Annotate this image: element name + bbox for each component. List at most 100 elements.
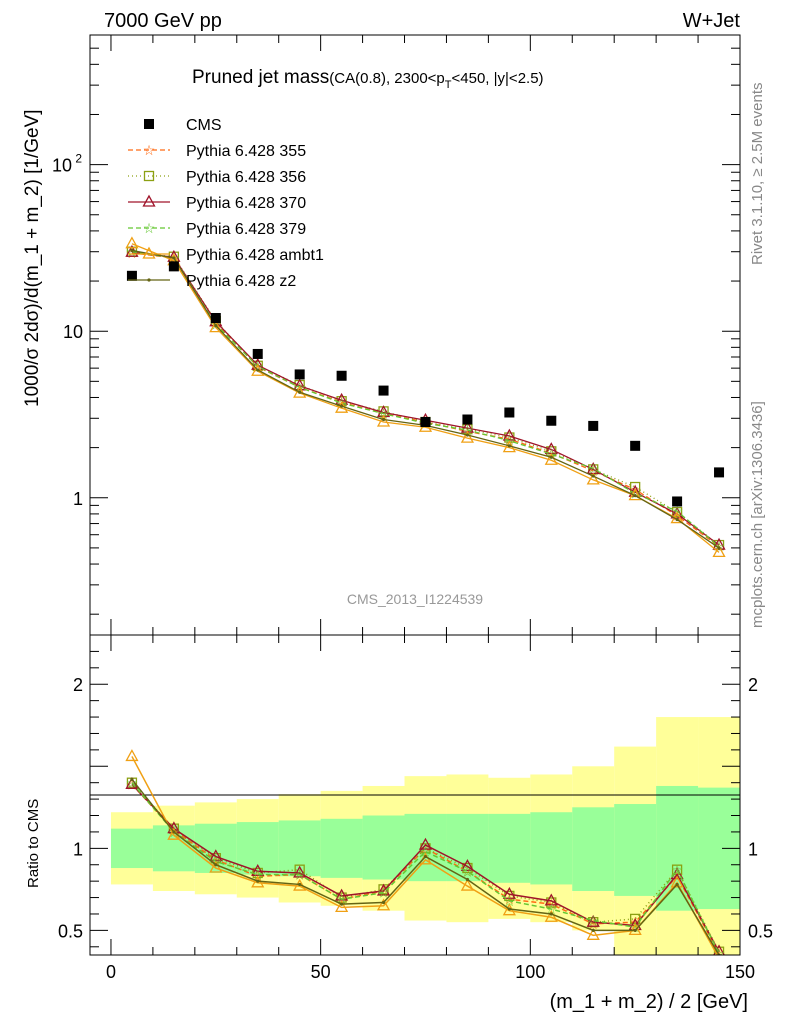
ratio-point-3: ☆: [293, 867, 306, 883]
ratio-point-4: [544, 909, 558, 922]
data-point: [546, 415, 557, 426]
y-tick-label-ratio-right: 2: [748, 675, 758, 695]
series-point-5: [172, 256, 176, 260]
ratio-point-5: [298, 882, 302, 887]
y-axis-title-main: 1000/σ 2dσ)/d(m_1 + m_2) [1/GeV]: [22, 109, 43, 407]
legend-marker-0: ☆: [143, 142, 156, 158]
series-point-5: [549, 455, 553, 459]
ratio-line-4: [131, 756, 719, 955]
series-point-5: [298, 390, 302, 394]
ratio-point-5: [507, 907, 511, 911]
series-point-4: [125, 236, 139, 249]
chart-title: Pruned jet mass(CA(0.8), 2300<pT<450, |y…: [192, 67, 544, 91]
series-point-5: [381, 417, 386, 422]
ratio-point-2: [502, 886, 516, 899]
legend-marker-2: [142, 194, 156, 207]
ratio-line-3: [131, 782, 720, 954]
uncertainty-band-green: [614, 804, 657, 896]
chart-title-main: Pruned jet mass: [192, 67, 329, 88]
analysis-id: CMS_2013_I1224539: [347, 591, 483, 607]
ratio-point-4: [125, 749, 139, 762]
ratio-point-5: [675, 882, 679, 887]
series-point-4: [293, 385, 307, 398]
series-point-4: [712, 545, 726, 558]
series-point-4: [209, 320, 223, 333]
process-label: W+Jet: [683, 10, 741, 32]
ratio-point-5: [130, 777, 134, 782]
ratio-point-3: ☆: [713, 945, 726, 961]
series-point-4: [376, 414, 391, 427]
legend-marker-3: ☆: [143, 220, 156, 236]
y-tick-label-ratio: 0.5: [58, 921, 83, 941]
y-tick-label-100: 10: [52, 156, 72, 176]
series-point-2: [502, 428, 516, 441]
x-tick-label: 50: [311, 962, 331, 982]
uncertainty-band-green: [110, 828, 153, 869]
x-tick-label: 0: [106, 962, 116, 982]
x-axis-title: (m_1 + m_2) / 2 [GeV]: [550, 991, 748, 1013]
ratio-point-2: [251, 863, 265, 876]
ratio-point-5: [214, 863, 218, 867]
data-point: [126, 270, 137, 281]
series-line-0: [131, 252, 720, 547]
ratio-point-2: [293, 865, 307, 878]
ratio-point-3: ☆: [671, 862, 684, 878]
main-panel: Pruned jet mass(CA(0.8), 2300<pT<450, |y…: [52, 34, 741, 636]
data-point: [462, 414, 473, 425]
ratio-point-5: [381, 900, 386, 905]
data-point: [336, 370, 347, 381]
legend-label-1: Pythia 6.428 356: [186, 169, 306, 186]
ratio-point-5: [340, 902, 344, 906]
series-point-2: [335, 392, 349, 405]
x-tick-label: 100: [515, 962, 545, 982]
data-point: [672, 496, 683, 507]
legend-cms-marker: [144, 119, 154, 129]
series-point-0: ☆: [126, 245, 139, 261]
series-point-5: [130, 248, 134, 253]
series-point-4: [586, 472, 600, 485]
legend-label-5: Pythia 6.428 z2: [186, 273, 296, 290]
legend-marker-1: [143, 170, 155, 182]
series-point-5: [675, 517, 679, 522]
series-point-5: [340, 404, 344, 408]
series-point-4: [460, 430, 475, 443]
legend: CMS ☆ Pythia 6.428 355 Pythia 6.428 356 Pyth…: [128, 117, 324, 290]
energy-label: 7000 GeV pp: [104, 10, 222, 32]
rivet-label: Rivet 3.1.10, ≥ 2.5M events: [749, 83, 766, 266]
ratio-point-5: [172, 830, 176, 834]
data-point: [252, 348, 263, 359]
ratio-point-4: [335, 900, 349, 913]
legend-label-4: Pythia 6.428 ambt1: [186, 247, 324, 264]
legend-marker-5: [147, 278, 151, 282]
ratio-point-3: ☆: [377, 885, 390, 901]
ratio-point-5: [591, 928, 595, 932]
series-point-2: [293, 378, 307, 391]
series-point-5: [591, 474, 595, 478]
ratio-point-5: [423, 854, 428, 859]
legend-label-2: Pythia 6.428 370: [186, 195, 306, 212]
y-tick-label-ratio: 2: [73, 675, 83, 695]
y-tick-label-100-exp: 2: [75, 152, 82, 166]
series-line-5: [131, 249, 720, 549]
ratio-point-3: ☆: [126, 775, 139, 791]
ratio-point-5: [256, 879, 260, 883]
data-point: [588, 420, 599, 431]
ratio-point-3: ☆: [461, 863, 474, 879]
ratio-point-3: ☆: [503, 893, 516, 909]
ratio-point-2: [544, 893, 558, 906]
series-line-3: [131, 251, 720, 547]
series-line-4: [131, 243, 720, 553]
chart-title-sub2: <450, |y|<2.5): [452, 70, 544, 87]
ratio-point-4: [670, 875, 684, 888]
series-point-5: [256, 368, 260, 372]
series-point-4: [544, 452, 558, 465]
ratio-point-5: [633, 928, 637, 932]
ratio-point-3: ☆: [251, 867, 264, 883]
ratio-point-4: [460, 878, 475, 891]
data-point: [294, 369, 305, 380]
legend-cms-label: CMS: [186, 117, 222, 134]
ratio-point-4: [586, 927, 600, 940]
chart-title-subscript: T: [445, 79, 452, 91]
series-point-5: [465, 433, 470, 437]
